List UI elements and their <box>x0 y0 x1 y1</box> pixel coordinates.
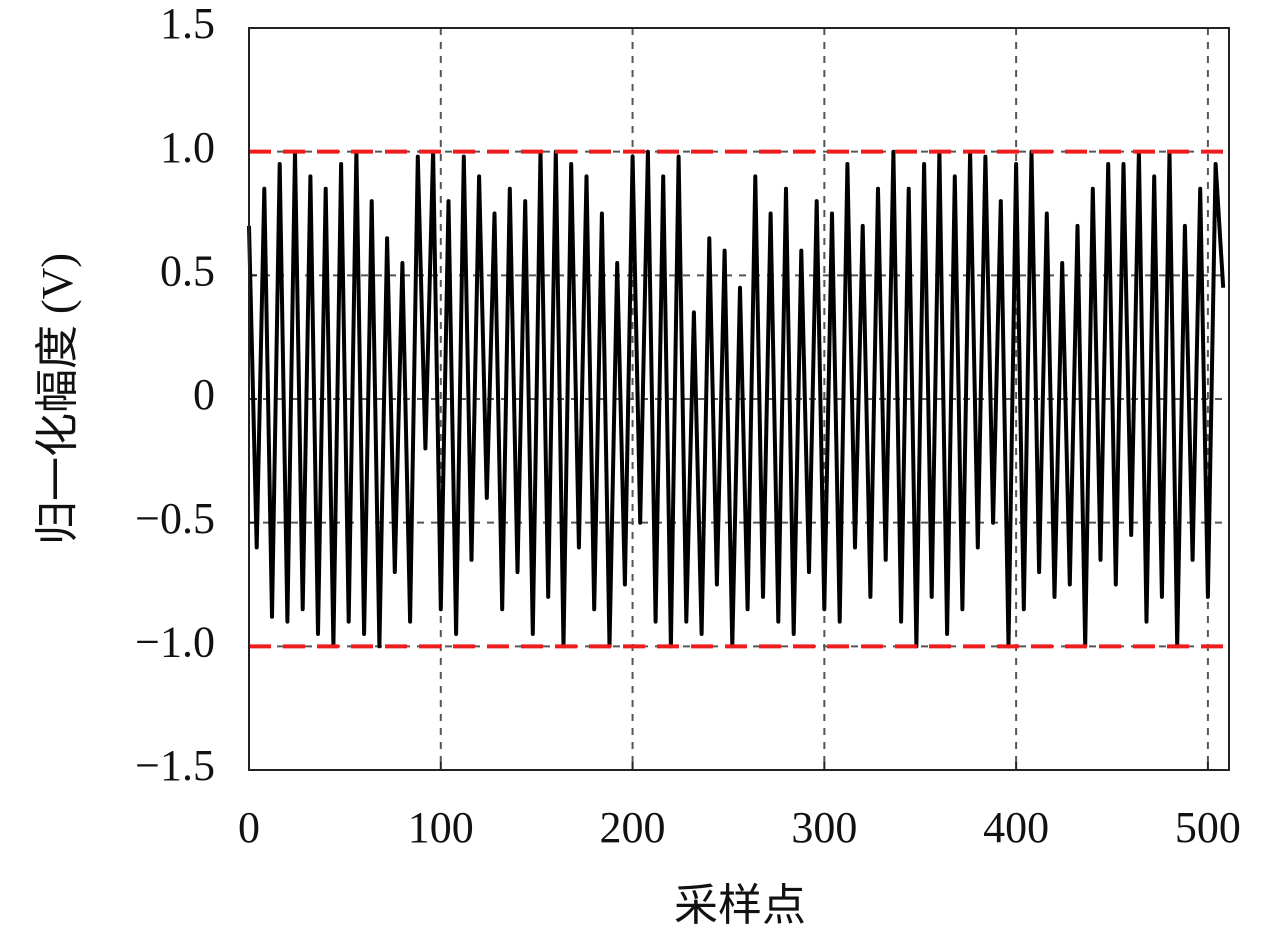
y-tick-label: −0.5 <box>135 494 215 543</box>
x-axis-label: 采样点 <box>674 881 806 930</box>
y-tick-label: −1.5 <box>135 741 215 790</box>
signal-line <box>247 149 1226 649</box>
x-tick-label: 0 <box>238 803 260 852</box>
y-tick-label: 1.0 <box>160 123 215 172</box>
x-tick-label: 500 <box>1175 803 1241 852</box>
x-tick-label: 300 <box>791 803 857 852</box>
y-tick-label: 0.5 <box>160 246 215 295</box>
plot-frame <box>248 27 1230 771</box>
x-tick-label: 100 <box>408 803 474 852</box>
y-tick-label: 0 <box>193 370 215 419</box>
y-axis-label: 归一化幅度 (V) <box>33 253 82 545</box>
y-tick-label: −1.0 <box>135 617 215 666</box>
y-tick-label: 1.5 <box>160 0 215 48</box>
x-tick-label: 200 <box>600 803 666 852</box>
x-tick-label: 400 <box>983 803 1049 852</box>
